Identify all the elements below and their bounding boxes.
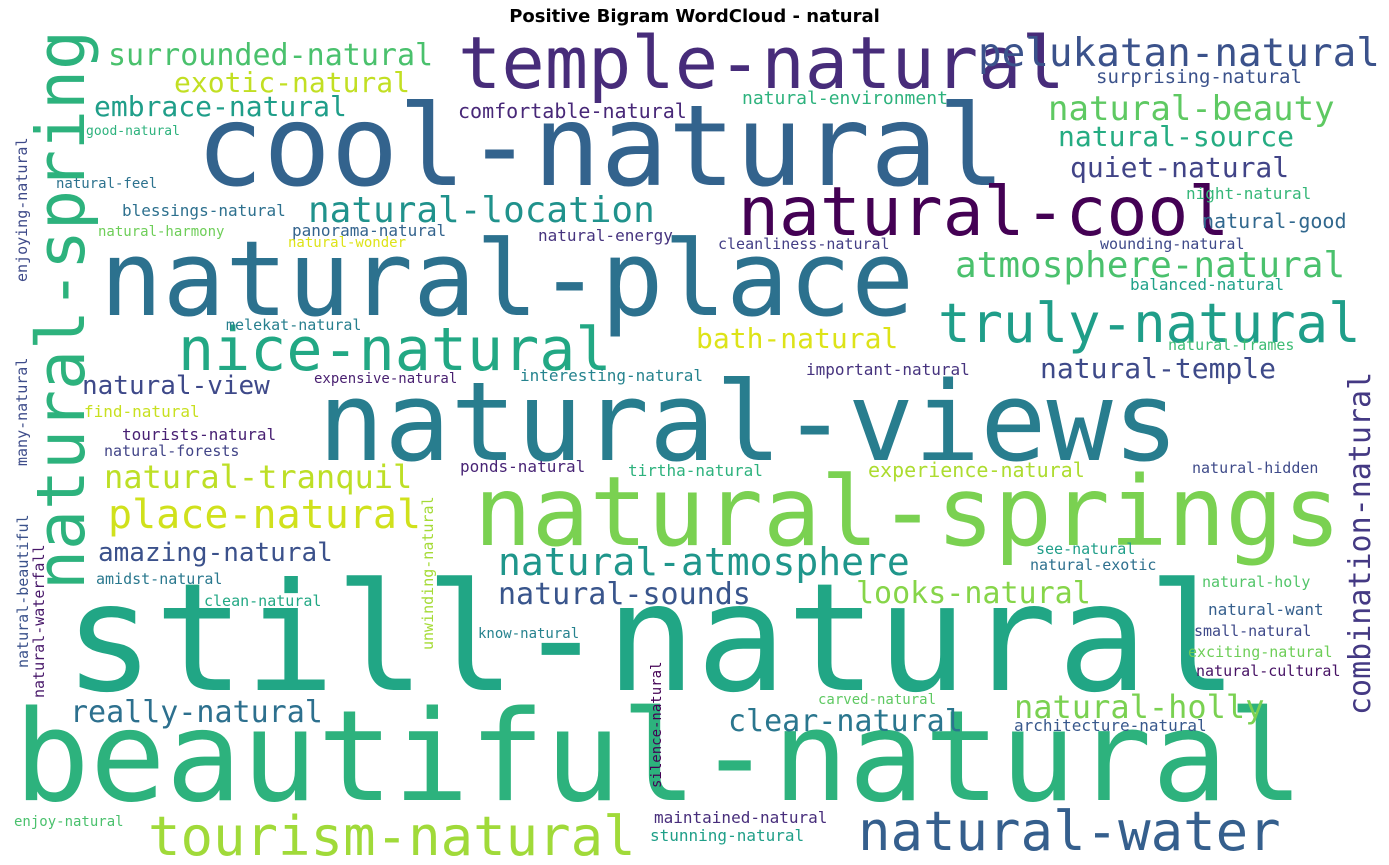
word-many-natural: many-natural — [13, 358, 31, 466]
word-experience-natural: experience-natural — [868, 458, 1085, 482]
word-natural-frames: natural-frames — [1168, 336, 1294, 354]
word-natural-hidden: natural-hidden — [1192, 459, 1318, 477]
word-really-natural: really-natural — [70, 695, 323, 730]
word-natural-wonder: natural-wonder — [288, 235, 406, 251]
word-natural-tranquil: natural-tranquil — [104, 458, 412, 496]
word-carved-natural: carved-natural — [818, 692, 936, 708]
word-comfortable-natural: comfortable-natural — [458, 99, 687, 123]
word-natural-want: natural-want — [1208, 600, 1324, 619]
word-natural-sounds: natural-sounds — [498, 577, 751, 612]
word-amazing-natural: amazing-natural — [98, 538, 333, 568]
word-important-natural: important-natural — [806, 360, 970, 379]
word-maintained-natural: maintained-natural — [654, 808, 827, 827]
word-balanced-natural: balanced-natural — [1130, 275, 1284, 294]
word-looks-natural: looks-natural — [856, 576, 1091, 611]
word-blessings-natural: blessings-natural — [122, 201, 286, 220]
word-natural-environment: natural-environment — [742, 88, 948, 109]
word-silence-natural: silence-natural — [649, 662, 665, 788]
word-natural-waterfall: natural-waterfall — [30, 544, 48, 698]
word-unwinding-natural: unwinding-natural — [419, 496, 437, 650]
word-place-natural: place-natural — [108, 492, 421, 538]
word-exotic-natural: exotic-natural — [174, 66, 410, 99]
word-natural-water: natural-water — [858, 800, 1281, 863]
word-ponds-natural: ponds-natural — [460, 457, 585, 476]
word-natural-holy: natural-holy — [1202, 573, 1310, 591]
word-enjoy-natural: enjoy-natural — [14, 814, 124, 830]
word-enjoying-natural: enjoying-natural — [13, 138, 31, 283]
word-good-natural: good-natural — [86, 124, 180, 139]
word-natural-forests: natural-forests — [104, 442, 239, 460]
word-tourism-natural: tourism-natural — [148, 805, 636, 865]
word-combination-natural: combination-natural — [1343, 372, 1378, 715]
word-clear-natural: clear-natural — [728, 704, 963, 739]
word-small-natural: small-natural — [1194, 622, 1311, 640]
word-bath-natural: bath-natural — [696, 322, 898, 355]
word-find-natural: find-natural — [84, 402, 200, 421]
word-truly-natural: truly-natural — [938, 292, 1361, 355]
word-quiet-natural: quiet-natural — [1070, 151, 1289, 184]
word-amidst-natural: amidst-natural — [96, 570, 222, 588]
word-natural-exotic: natural-exotic — [1030, 556, 1156, 574]
word-expensive-natural: expensive-natural — [314, 371, 457, 387]
word-know-natural: know-natural — [478, 626, 579, 642]
word-natural-feel: natural-feel — [56, 176, 157, 192]
word-natural-spring: natural-spring — [22, 30, 100, 590]
word-tirtha-natural: tirtha-natural — [628, 461, 763, 480]
word-architecture-natural: architecture-natural — [1014, 716, 1207, 735]
word-clean-natural: clean-natural — [204, 592, 321, 610]
word-night-natural: night-natural — [1186, 184, 1311, 203]
word-natural-cultural: natural-cultural — [1196, 662, 1341, 680]
word-natural-source: natural-source — [1058, 120, 1294, 153]
word-wounding-natural: wounding-natural — [1100, 235, 1245, 253]
word-stunning-natural: stunning-natural — [650, 826, 804, 845]
word-natural-temple: natural-temple — [1040, 352, 1276, 385]
word-melekat-natural: melekat-natural — [226, 316, 361, 334]
word-cleanliness-natural: cleanliness-natural — [718, 235, 890, 253]
word-interesting-natural: interesting-natural — [520, 366, 703, 385]
word-natural-view: natural-view — [82, 371, 270, 401]
word-natural-good: natural-good — [1202, 209, 1347, 233]
word-surprising-natural: surprising-natural — [1096, 66, 1302, 88]
word-exciting-natural: exciting-natural — [1188, 643, 1333, 661]
word-natural-energy: natural-energy — [538, 226, 673, 245]
word-natural-harmony: natural-harmony — [98, 224, 224, 240]
